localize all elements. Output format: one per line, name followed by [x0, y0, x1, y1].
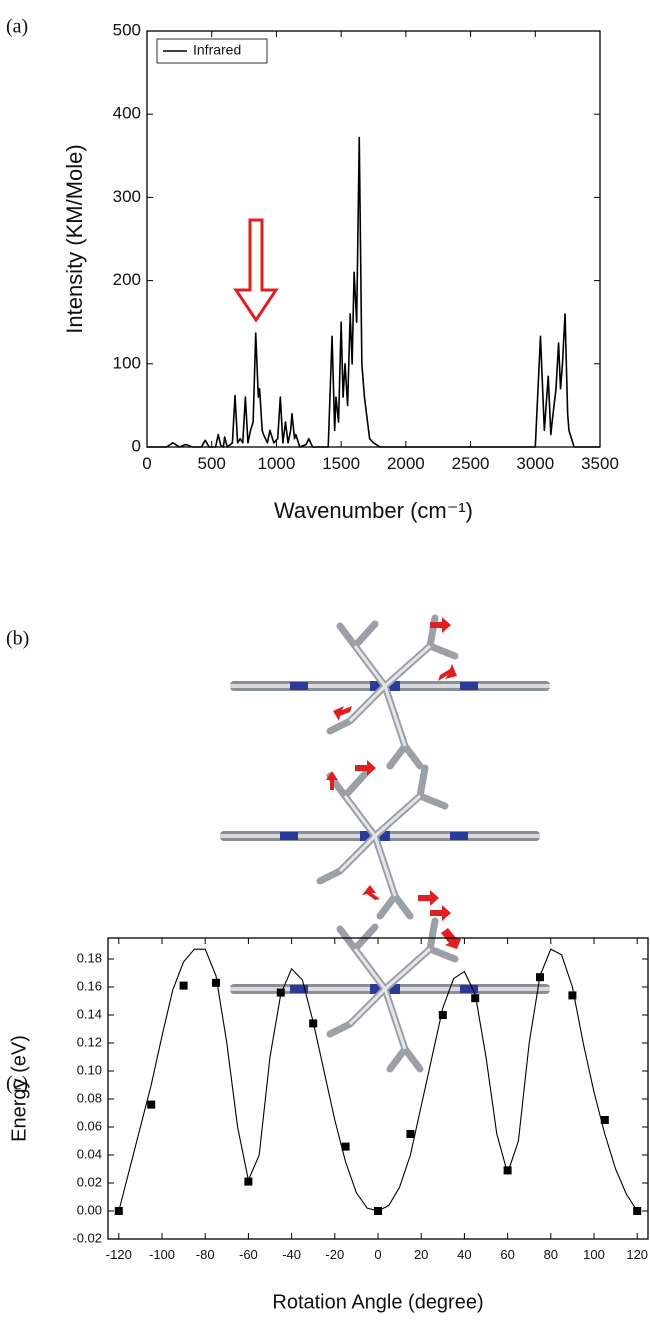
molecule-image [220, 617, 550, 1069]
data-point [277, 989, 285, 997]
y-tick-label: -0.02 [72, 1230, 102, 1245]
data-point [115, 1207, 123, 1215]
panel-label: (b) [6, 628, 29, 650]
data-point [406, 1130, 414, 1138]
data-point [504, 1166, 512, 1174]
panel-label: (a) [6, 16, 28, 38]
x-tick-label: 1000 [258, 454, 296, 473]
x-axis-label: Wavenumber (cm⁻¹) [274, 498, 473, 523]
y-tick-label: 0.08 [77, 1090, 102, 1105]
data-point [439, 1011, 447, 1019]
x-axis-label: Rotation Angle (degree) [272, 1291, 483, 1313]
x-tick-label: 0 [374, 1247, 381, 1262]
data-point [536, 973, 544, 981]
x-tick-label: -80 [196, 1247, 215, 1262]
x-tick-label: -20 [325, 1247, 344, 1262]
y-tick-label: 500 [113, 20, 141, 39]
y-tick-label: 0.04 [77, 1146, 102, 1161]
x-tick-label: -60 [239, 1247, 258, 1262]
x-tick-label: 80 [544, 1247, 558, 1262]
data-point [309, 1019, 317, 1027]
x-tick-label: 3000 [516, 454, 554, 473]
x-tick-label: -100 [149, 1247, 175, 1262]
data-point [374, 1207, 382, 1215]
data-point [212, 979, 220, 987]
y-tick-label: 0.18 [77, 950, 102, 965]
y-tick-label: 0 [132, 436, 141, 455]
y-tick-label: 0.12 [77, 1034, 102, 1049]
data-point [471, 994, 479, 1002]
legend-label: Infrared [193, 42, 241, 58]
x-tick-label: 100 [583, 1247, 605, 1262]
data-point [147, 1101, 155, 1109]
y-tick-label: 300 [113, 187, 141, 206]
data-point [568, 991, 576, 999]
y-tick-label: 0.00 [77, 1202, 102, 1217]
data-point [244, 1178, 252, 1186]
x-tick-label: 20 [414, 1247, 428, 1262]
x-tick-label: -120 [106, 1247, 132, 1262]
molecule-layer [230, 618, 550, 766]
y-tick-label: 0.02 [77, 1174, 102, 1189]
x-tick-label: 0 [142, 454, 151, 473]
spectrum-line [147, 138, 600, 448]
x-tick-label: 2500 [452, 454, 490, 473]
x-tick-label: 2000 [387, 454, 425, 473]
y-tick-label: 400 [113, 104, 141, 123]
x-tick-label: -40 [282, 1247, 301, 1262]
y-axis-label: Intensity (KM/Mole) [62, 144, 87, 334]
y-tick-label: 0.10 [77, 1062, 102, 1077]
x-tick-label: 3500 [581, 454, 619, 473]
x-tick-label: 40 [457, 1247, 471, 1262]
plot-frame [147, 31, 600, 447]
x-tick-label: 500 [198, 454, 226, 473]
y-tick-label: 200 [113, 270, 141, 289]
x-tick-label: 1500 [322, 454, 360, 473]
figure: (a) (b) (c) 0500100015002000250030003500… [0, 0, 650, 1320]
y-axis-label: Energy (eV) [8, 1035, 30, 1142]
data-point [342, 1143, 350, 1151]
x-tick-label: 120 [626, 1247, 648, 1262]
annotation-arrow [236, 220, 276, 320]
data-point [180, 982, 188, 990]
y-tick-label: 100 [113, 353, 141, 372]
data-point [633, 1207, 641, 1215]
y-tick-label: 0.14 [77, 1006, 102, 1021]
data-point [601, 1116, 609, 1124]
molecule-layer [220, 768, 540, 916]
x-tick-label: 60 [500, 1247, 514, 1262]
y-tick-label: 0.16 [77, 978, 102, 993]
y-tick-label: 0.06 [77, 1118, 102, 1133]
